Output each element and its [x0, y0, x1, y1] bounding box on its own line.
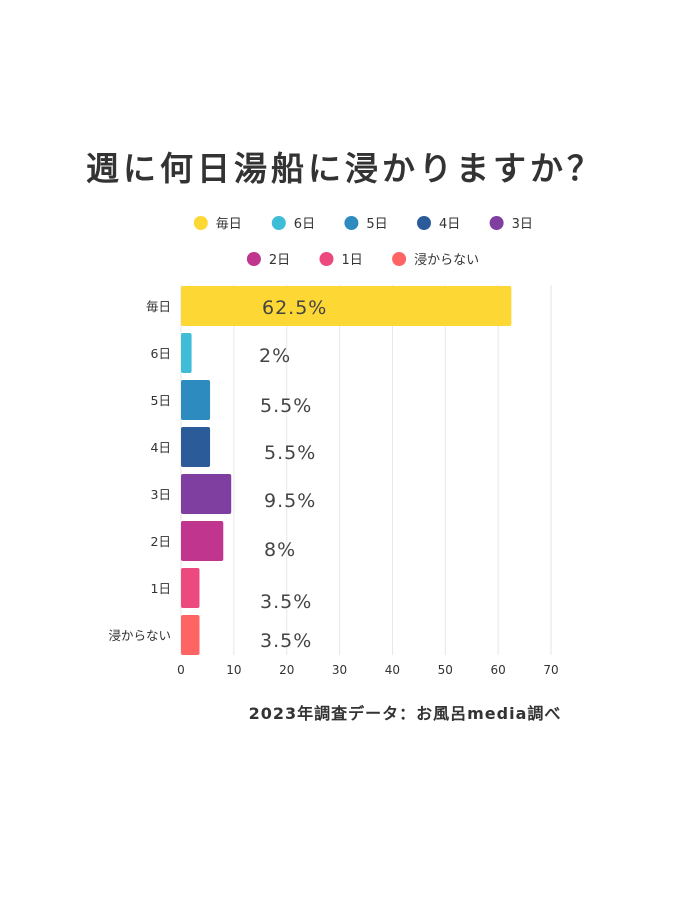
x-tick-label: 20	[279, 663, 294, 677]
bar	[181, 568, 200, 608]
legend: 毎日 6日 5日 4日 3日 2日 1日 浸からない	[193, 216, 533, 268]
legend-item: 4日	[417, 216, 460, 232]
legend-swatch	[344, 216, 359, 230]
legend-item: 3日	[489, 216, 533, 232]
data-label: 3.5%	[260, 630, 312, 652]
data-label: 5.5%	[264, 442, 316, 464]
category-label: 2日	[151, 534, 171, 549]
bar	[181, 380, 211, 420]
data-label: 62.5%	[262, 297, 327, 319]
data-label: 2%	[259, 345, 291, 367]
legend-swatch	[489, 216, 504, 230]
bar	[181, 521, 224, 561]
legend-swatch	[417, 216, 431, 230]
data-labels: 62.5% 2% 5.5% 5.5% 9.5% 8% 3.5% 3.5%	[259, 297, 327, 652]
gridlines	[180, 285, 552, 655]
legend-item: 毎日	[193, 216, 242, 232]
bar	[181, 333, 192, 373]
category-label: 3日	[151, 487, 171, 502]
legend-label: 2日	[269, 253, 290, 268]
bar	[181, 427, 211, 467]
bar	[181, 615, 200, 655]
legend-swatch	[271, 216, 286, 230]
x-axis-ticks: 0 10 20 30 40 50 60 70	[177, 663, 558, 677]
data-label: 9.5%	[264, 490, 316, 512]
legend-item: 2日	[246, 252, 290, 268]
legend-label: 3日	[512, 217, 533, 232]
category-label: 4日	[151, 440, 171, 455]
legend-label: 1日	[342, 253, 363, 268]
data-label: 3.5%	[260, 591, 312, 613]
bars	[181, 286, 512, 655]
chart-title: 週に何日湯船に浸かりますか？	[86, 149, 604, 188]
x-tick-label: 0	[177, 663, 185, 677]
legend-item: 1日	[319, 252, 363, 268]
category-label: 5日	[151, 393, 171, 408]
legend-item: 5日	[344, 216, 388, 232]
x-tick-label: 30	[332, 663, 347, 677]
category-label: 1日	[151, 581, 171, 596]
x-tick-label: 50	[438, 663, 453, 677]
x-tick-label: 60	[491, 663, 506, 677]
legend-swatch	[392, 252, 407, 266]
x-tick-label: 40	[385, 663, 400, 677]
bar	[181, 474, 232, 514]
legend-swatch	[319, 252, 334, 266]
legend-label: 毎日	[216, 216, 242, 232]
legend-label: 5日	[366, 217, 387, 232]
data-label: 5.5%	[260, 395, 312, 417]
x-tick-label: 70	[543, 663, 558, 677]
category-label: 毎日	[146, 299, 171, 314]
bar	[181, 286, 512, 326]
legend-label: 4日	[439, 217, 460, 232]
legend-label: 浸からない	[414, 253, 479, 268]
category-label: 浸からない	[108, 628, 171, 643]
legend-item: 浸からない	[392, 252, 479, 268]
legend-swatch	[246, 252, 261, 266]
data-label: 8%	[264, 539, 296, 561]
legend-swatch	[193, 216, 208, 230]
legend-item: 6日	[271, 216, 315, 232]
category-label: 6日	[151, 346, 171, 361]
chart-source-note: 2023年調査データ：お風呂media調べ	[248, 704, 562, 723]
legend-label: 6日	[294, 217, 315, 232]
x-tick-label: 10	[226, 663, 241, 677]
